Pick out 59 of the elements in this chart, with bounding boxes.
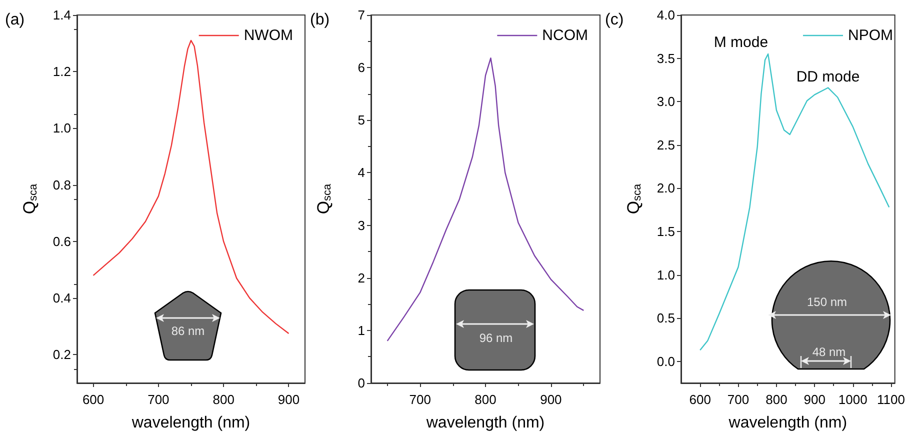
pentagon-shape: 86 nm [154, 290, 222, 361]
x-axis-title: wavelength (nm) [425, 414, 545, 432]
line-series [386, 58, 584, 342]
y-tick-label: 7 [358, 8, 365, 22]
y-tick-label: 3.0 [656, 94, 675, 110]
legend-label: NPOM [848, 27, 893, 44]
y-tick-label: 0.6 [52, 234, 71, 249]
annotation: 96 nm [479, 331, 513, 345]
y-tick-label: 0.0 [656, 354, 675, 369]
x-tick-label: 900 [804, 392, 826, 407]
x-tick-label: 800 [766, 392, 788, 407]
y-tick-label: 1.5 [656, 224, 675, 239]
y-tick-label: 0.2 [52, 347, 71, 362]
y-tick-label: 1 [358, 322, 365, 338]
y-tick-label: 1.0 [52, 120, 71, 136]
y-tick-label: 5 [358, 112, 365, 128]
y-tick-label: 3.5 [656, 50, 675, 66]
y-axis-title: Qsca [20, 182, 40, 214]
y-tick-label: 4.0 [656, 8, 675, 22]
y-tick-label: 0.5 [656, 310, 675, 326]
y-tick-label: 2 [358, 270, 365, 286]
x-tick-label: 800 [474, 392, 496, 407]
y-tick-label: 1.2 [52, 64, 71, 80]
y-tick-label: 0.4 [52, 290, 71, 306]
line-series [92, 40, 290, 334]
y-tick-label: 0 [358, 376, 365, 390]
legend-label: NCOM [542, 27, 588, 44]
x-axis-title: wavelength (nm) [130, 414, 250, 432]
y-tick-label: 1.0 [656, 267, 675, 282]
y-tick-label: 3 [358, 218, 365, 233]
chart-title: (c) [605, 12, 624, 28]
chart-title: (a) [5, 12, 25, 28]
y-tick-label: 4 [358, 165, 365, 180]
x-tick-label: 700 [727, 392, 750, 407]
annotation: 86 nm [171, 324, 205, 338]
x-tick-label: 1000 [838, 392, 868, 407]
x-axis-title: wavelength (nm) [728, 414, 848, 432]
x-tick-label: 1100 [877, 392, 906, 407]
y-tick-label: 1.4 [52, 8, 71, 22]
annotation: 48 nm [812, 345, 846, 359]
y-tick-label: 0.8 [52, 177, 71, 192]
x-tick-label: 800 [212, 392, 234, 407]
x-tick-label: 700 [409, 392, 431, 407]
x-tick-label: 900 [540, 392, 562, 407]
chart-title: (b) [310, 12, 330, 28]
y-axis-title: Qsca [624, 182, 644, 214]
y-tick-label: 2.0 [656, 180, 675, 196]
y-tick-label: 6 [358, 60, 365, 76]
y-tick-label: 2.5 [656, 137, 675, 152]
legend-label: NWOM [244, 27, 294, 44]
x-tick-label: 600 [689, 392, 711, 407]
annotation: DD mode [796, 68, 860, 86]
annotation: M mode [714, 34, 768, 51]
x-tick-label: 900 [278, 392, 300, 407]
x-tick-label: 700 [148, 392, 170, 407]
x-tick-label: 600 [82, 392, 104, 407]
annotation: 150 nm [806, 295, 848, 309]
y-axis-title: Qsca [314, 182, 334, 214]
rounded-square-shape: 96 nm [454, 289, 536, 371]
